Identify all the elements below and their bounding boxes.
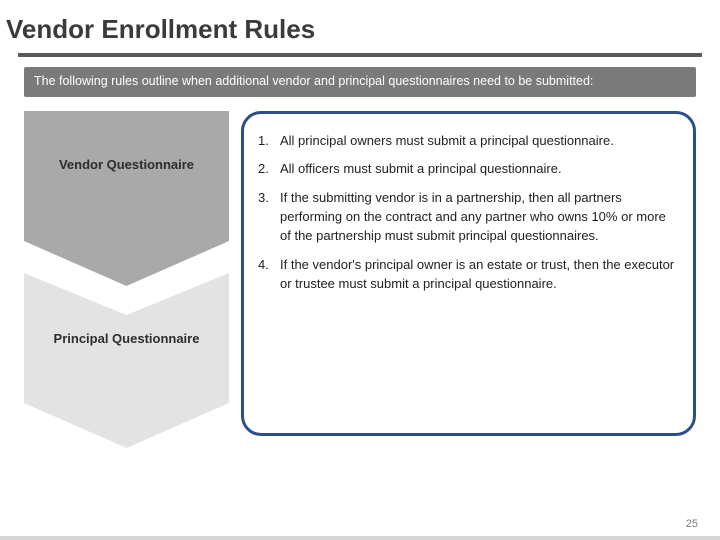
chevron-column: Vendor Questionnaire Principal Questionn… — [24, 111, 229, 441]
chevron-label-2: Principal Questionnaire — [24, 273, 229, 348]
rule-item: If the vendor's principal owner is an es… — [254, 256, 677, 294]
rule-item: All officers must submit a principal que… — [254, 160, 677, 179]
content-row: Vendor Questionnaire Principal Questionn… — [24, 111, 696, 441]
chevron-label-1: Vendor Questionnaire — [24, 111, 229, 174]
footer-divider — [0, 536, 720, 540]
chevron-vendor-questionnaire: Vendor Questionnaire — [24, 111, 229, 286]
slide-title: Vendor Enrollment Rules — [0, 0, 720, 53]
rules-list: All principal owners must submit a princ… — [254, 132, 677, 294]
page-number: 25 — [686, 518, 698, 530]
rules-box: All principal owners must submit a princ… — [241, 111, 696, 436]
rule-item: If the submitting vendor is in a partner… — [254, 189, 677, 246]
title-divider — [18, 53, 702, 57]
chevron-principal-questionnaire: Principal Questionnaire — [24, 273, 229, 448]
rule-item: All principal owners must submit a princ… — [254, 132, 677, 151]
intro-text-box: The following rules outline when additio… — [24, 67, 696, 97]
